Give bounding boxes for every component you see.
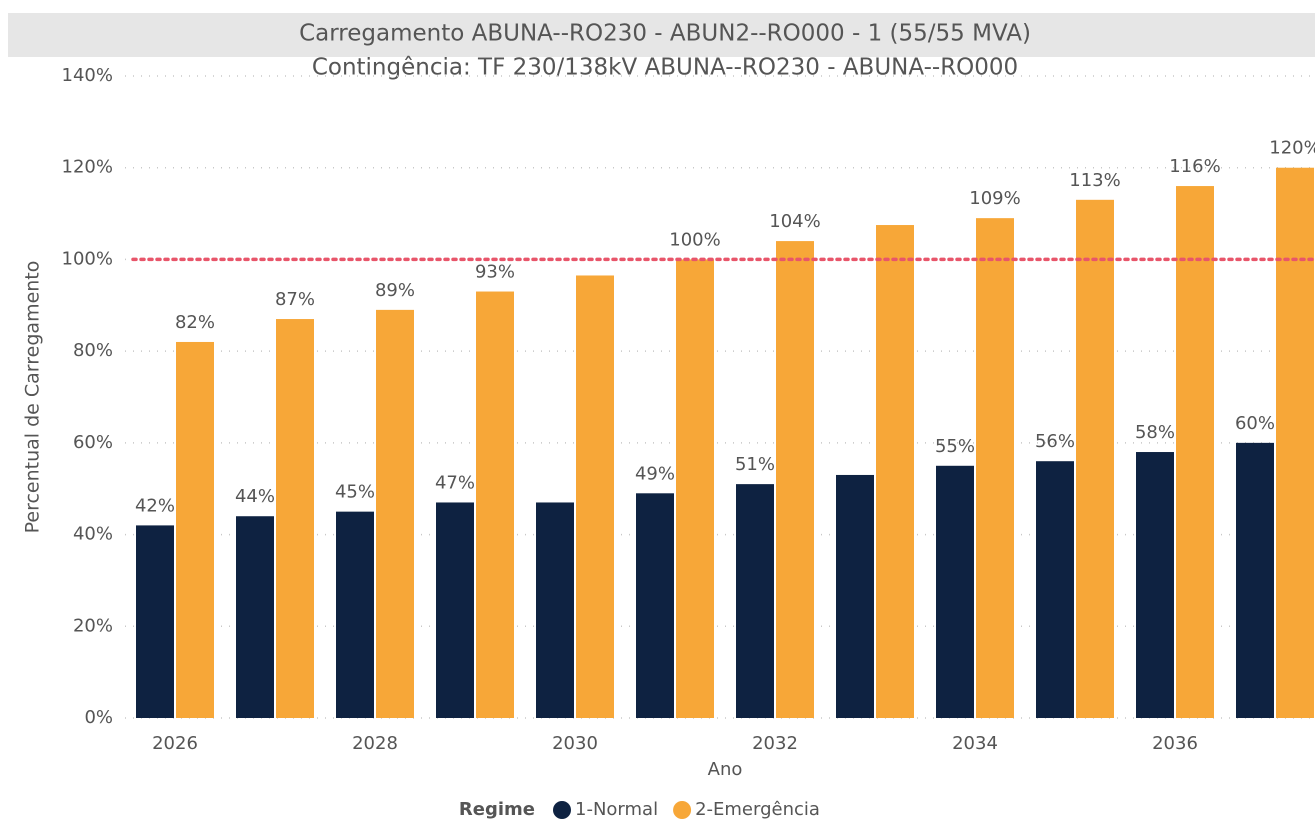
bar	[976, 218, 1014, 718]
y-tick-label: 40%	[73, 524, 113, 545]
data-label: 87%	[275, 289, 315, 310]
x-axis-label: Ano	[708, 759, 743, 780]
bar	[776, 241, 814, 719]
bar	[576, 275, 614, 718]
data-label: 55%	[935, 436, 975, 457]
y-axis-label: Percentual de Carregamento	[22, 261, 44, 534]
bar	[1036, 461, 1074, 718]
bar	[276, 319, 314, 718]
bar	[1136, 452, 1174, 718]
y-tick-label: 20%	[73, 615, 113, 636]
data-label: 58%	[1135, 422, 1175, 443]
data-label: 51%	[735, 454, 775, 475]
bar	[1176, 186, 1214, 719]
legend-label: 1-Normal	[575, 799, 658, 820]
x-tick-label: 2036	[1152, 733, 1198, 754]
x-tick-label: 2028	[352, 733, 398, 754]
data-label: 60%	[1235, 413, 1275, 434]
legend-marker	[673, 801, 692, 819]
chart-subtitle: Contingência: TF 230/138kV ABUNA--RO230 …	[312, 55, 1018, 81]
bar	[936, 465, 974, 718]
y-tick-label: 80%	[73, 340, 113, 361]
data-label: 47%	[435, 472, 475, 493]
y-tick-label: 0%	[84, 707, 113, 728]
data-label: 56%	[1035, 431, 1075, 452]
data-label: 89%	[375, 280, 415, 301]
data-label: 42%	[135, 495, 175, 516]
data-label: 104%	[769, 211, 820, 232]
bar	[376, 309, 414, 718]
bar	[136, 525, 174, 718]
legend-marker	[553, 801, 571, 819]
x-tick-label: 2034	[952, 733, 998, 754]
y-tick-label: 120%	[62, 157, 113, 178]
y-tick-label: 60%	[73, 432, 113, 453]
bar	[676, 259, 714, 718]
bar	[836, 474, 874, 718]
data-label: 113%	[1069, 170, 1120, 191]
bar	[436, 502, 474, 718]
title-band	[8, 13, 1315, 57]
legend-label: 2-Emergência	[695, 799, 820, 820]
bar	[476, 291, 514, 718]
bar	[536, 502, 574, 718]
data-label: 116%	[1169, 156, 1220, 177]
bar	[1276, 167, 1314, 718]
data-label: 100%	[669, 229, 720, 250]
data-label: 120%	[1269, 138, 1315, 159]
x-tick-label: 2030	[552, 733, 598, 754]
data-label: 44%	[235, 486, 275, 507]
bar	[736, 484, 774, 718]
data-label: 109%	[969, 188, 1020, 209]
bar	[1076, 199, 1114, 719]
x-tick-label: 2026	[152, 733, 198, 754]
data-label: 45%	[335, 482, 375, 503]
data-label: 93%	[475, 262, 515, 283]
x-tick-label: 2032	[752, 733, 798, 754]
bar	[636, 493, 674, 718]
data-label: 49%	[635, 463, 675, 484]
y-tick-label: 100%	[62, 248, 113, 269]
bar	[1236, 442, 1274, 718]
data-label: 82%	[175, 312, 215, 333]
bar	[336, 511, 374, 718]
bar	[176, 341, 214, 718]
chart-title: Carregamento ABUNA--RO230 - ABUN2--RO000…	[299, 21, 1031, 47]
legend-title: Regime	[459, 799, 535, 820]
y-tick-label: 140%	[62, 65, 113, 86]
bar	[236, 516, 274, 718]
bar	[876, 225, 914, 719]
